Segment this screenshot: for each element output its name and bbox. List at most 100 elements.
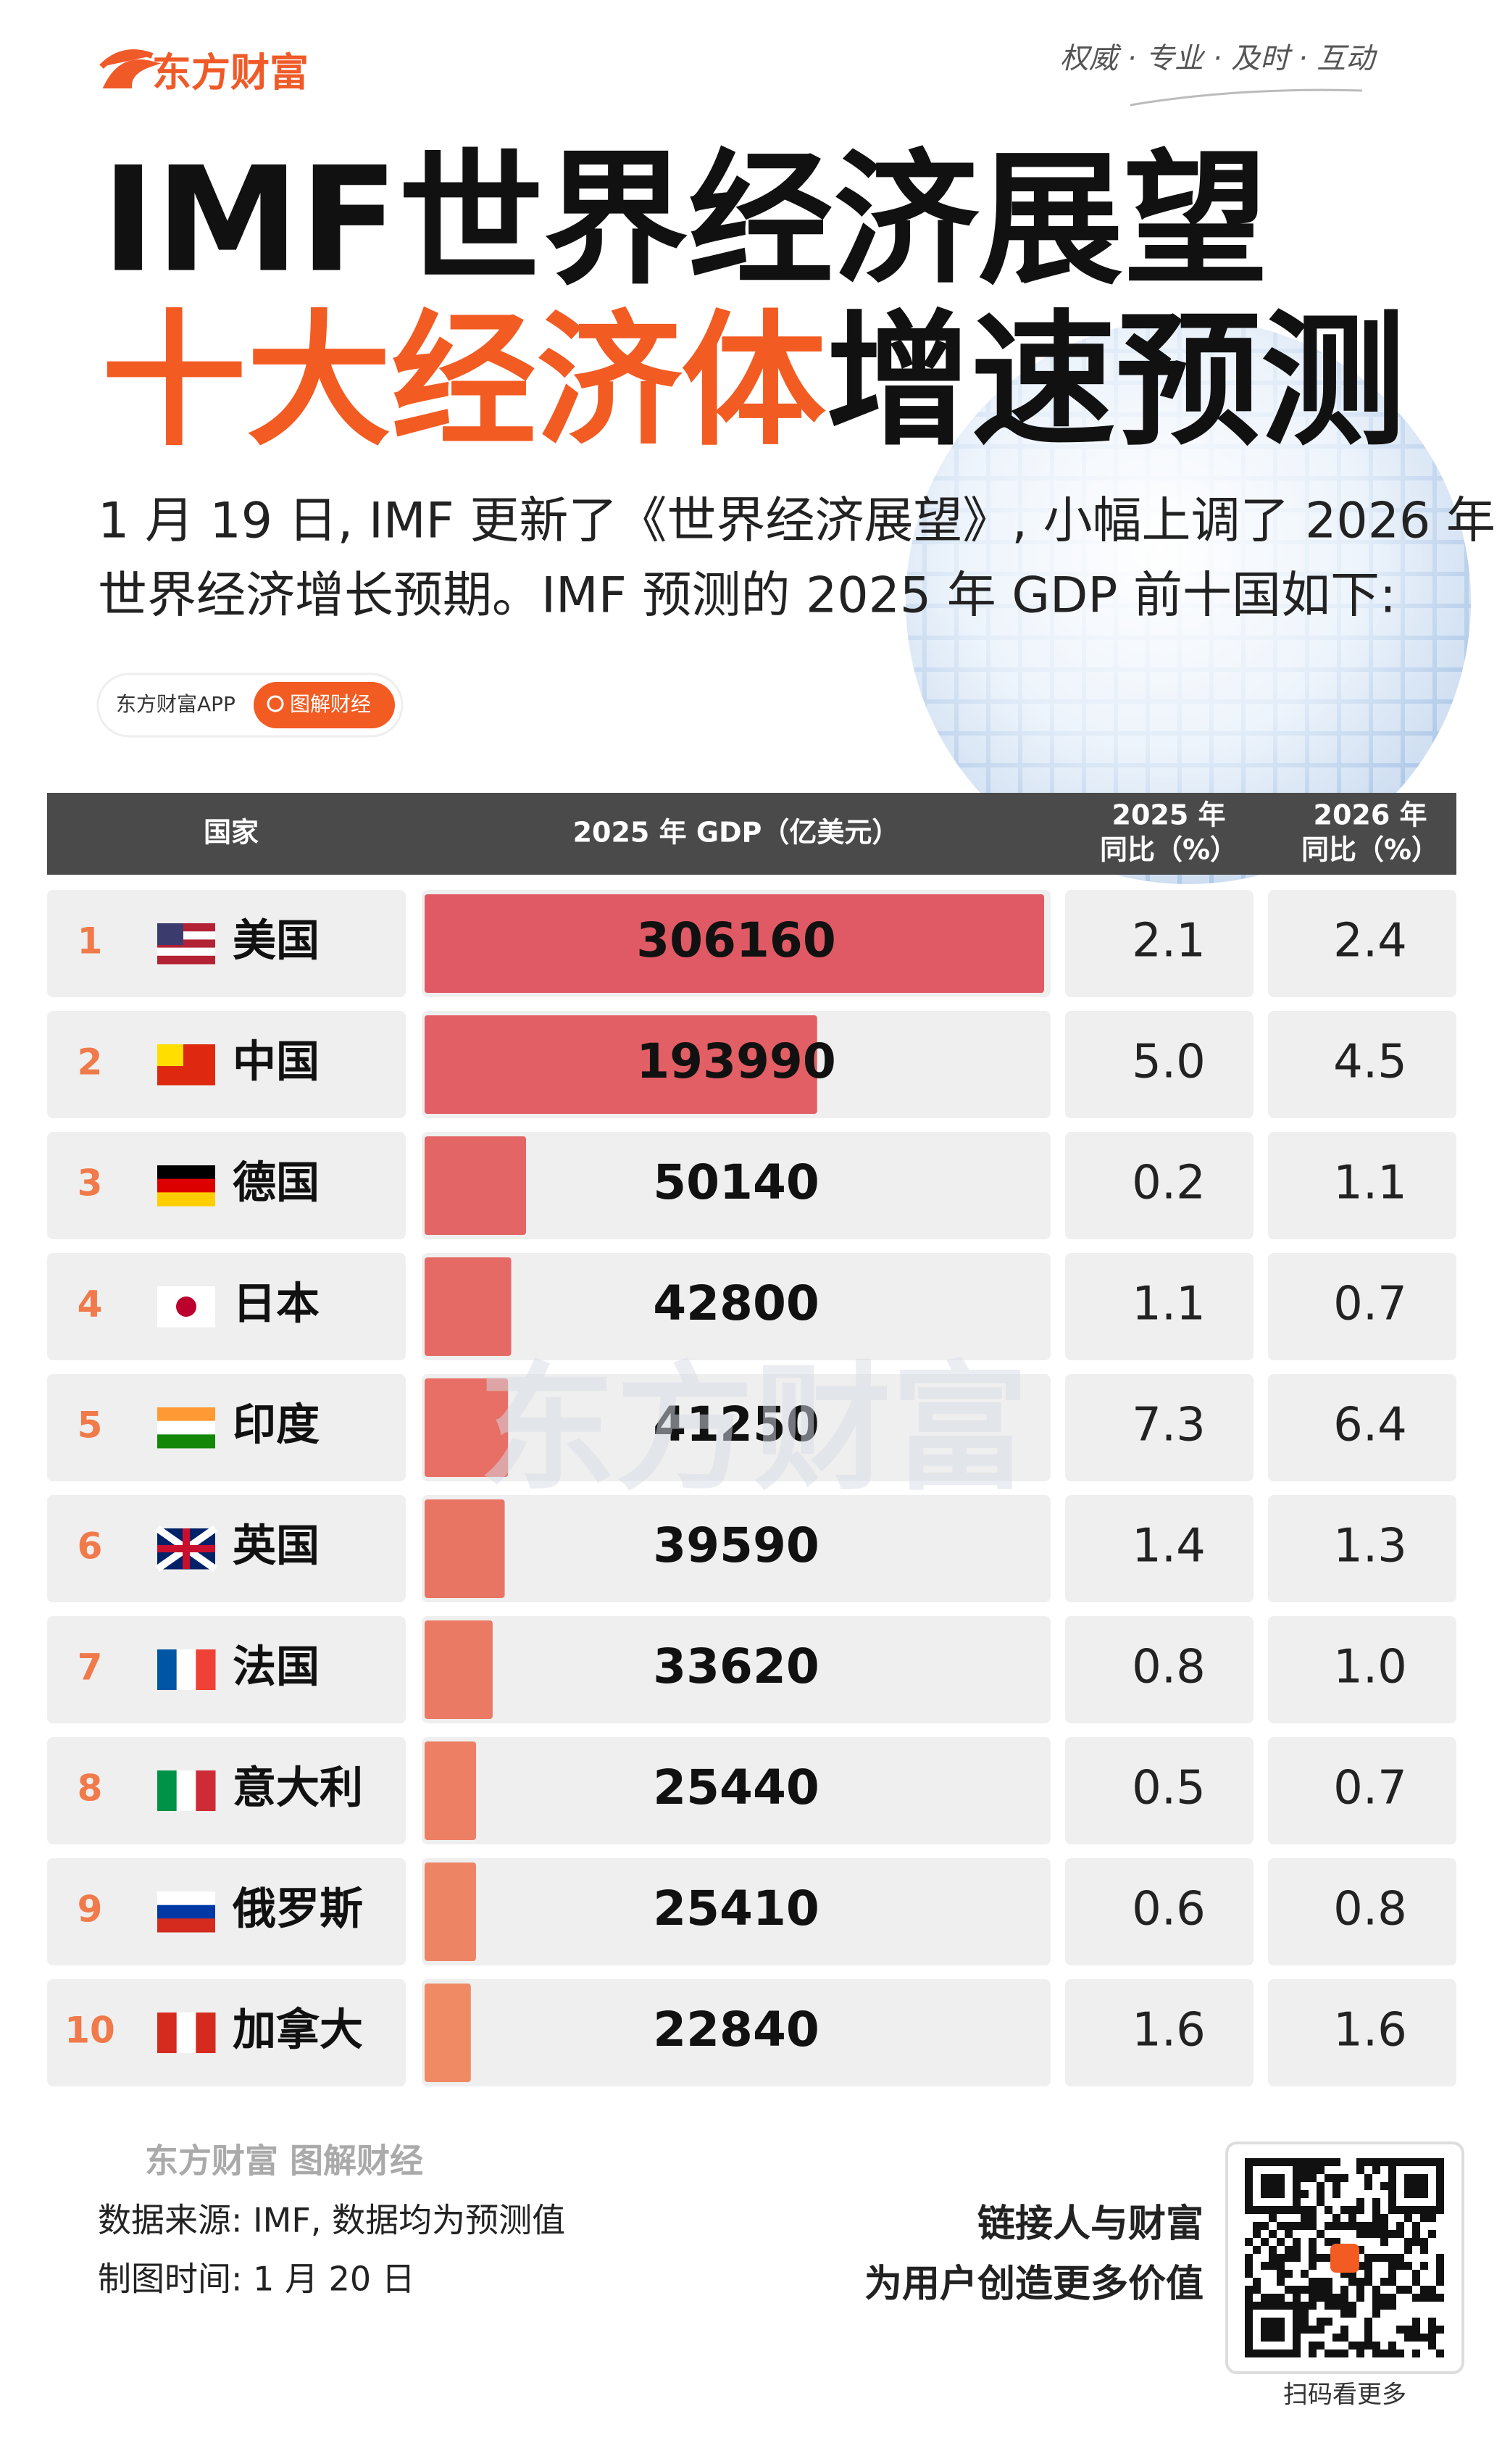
qr-module: [1245, 2286, 1253, 2294]
flag-stripe: [176, 1649, 196, 1690]
growth-2026: 1.3: [1333, 1520, 1407, 1573]
qr-module: [1372, 2254, 1380, 2262]
flag-disc: [176, 1296, 196, 1317]
gdp-value: 42800: [653, 1275, 819, 1331]
qr-module: [1277, 2254, 1285, 2262]
growth-cell: [1065, 1011, 1254, 1118]
growth-cell: [1268, 1253, 1456, 1360]
qr-module: [1372, 2214, 1380, 2222]
qr-module: [1309, 2246, 1317, 2254]
rank: 9: [78, 1889, 103, 1931]
table-rows: 1 美国 306160 2.1 2.4 2 中国 193990 5.0 4.5 3 德国 50140 0.…: [47, 890, 1456, 2086]
qr-module: [1372, 2302, 1380, 2310]
qr-module: [1436, 2174, 1444, 2182]
qr-module: [1277, 2238, 1285, 2246]
qr-module: [1412, 2294, 1420, 2302]
qr-module: [1301, 2174, 1309, 2182]
qr-module: [1340, 2222, 1348, 2230]
qr-module: [1372, 2222, 1380, 2230]
rank: 10: [64, 2010, 115, 2052]
qr-module: [1396, 2262, 1404, 2270]
qr-module: [1428, 2214, 1436, 2222]
qr-module: [1293, 2310, 1301, 2318]
qr-module: [1388, 2158, 1396, 2166]
qr-module: [1388, 2166, 1396, 2174]
flag-stripe: [157, 1918, 215, 1933]
qr-module: [1364, 2158, 1372, 2166]
rank-cell: [47, 1737, 406, 1844]
search-tag[interactable]: 图解财经: [290, 692, 371, 716]
qr-module: [1253, 2230, 1261, 2238]
country: 德国: [233, 1158, 320, 1209]
rank-cell: [47, 1616, 406, 1723]
qr-module: [1364, 2254, 1372, 2262]
qr-module: [1396, 2206, 1404, 2214]
qr-module: [1245, 2262, 1253, 2270]
qr-code[interactable]: [1245, 2158, 1444, 2357]
table-row: 3 德国 50140 0.2 1.1: [47, 1132, 1456, 1239]
qr-module: [1420, 2334, 1428, 2342]
growth-cell: [1268, 1132, 1456, 1239]
qr-module: [1293, 2246, 1301, 2254]
gdp-bar: [425, 1741, 477, 1840]
qr-module: [1412, 2158, 1420, 2166]
qr-module: [1412, 2318, 1420, 2326]
gdp-value: 306160: [636, 912, 836, 968]
qr-module: [1404, 2334, 1412, 2342]
qr-module: [1372, 2342, 1380, 2349]
gdp-cell: [422, 1253, 1051, 1360]
title-line1: IMF世界经济展望: [101, 136, 1268, 305]
qr-module: [1364, 2182, 1372, 2190]
qr-module: [1372, 2286, 1380, 2294]
qr-module: [1317, 2182, 1325, 2190]
title-line2: 十大经济体增速预测: [101, 297, 1406, 466]
growth-cell: [1065, 1979, 1254, 2086]
qr-module: [1412, 2278, 1420, 2286]
rank-cell: [47, 1374, 406, 1481]
qr-module: [1356, 2286, 1364, 2294]
qr-module: [1325, 2318, 1332, 2326]
qr-module: [1245, 2270, 1253, 2278]
qr-module: [1293, 2190, 1301, 2198]
slogan: 权威 · 专业 · 及时 · 互动: [1060, 42, 1377, 75]
qr-module: [1380, 2294, 1388, 2302]
growth-cell: [1065, 1737, 1254, 1844]
qr-module: [1356, 2198, 1364, 2206]
qr-module: [1380, 2158, 1388, 2166]
growth-2025: 0.2: [1132, 1157, 1206, 1210]
qr-module: [1412, 2334, 1420, 2342]
qr-module: [1332, 2174, 1340, 2182]
qr-module: [1285, 2206, 1293, 2214]
qr-module: [1309, 2342, 1317, 2349]
qr-module: [1332, 2190, 1340, 2198]
qr-module: [1340, 2302, 1348, 2310]
flag-stripe: [196, 2013, 216, 2053]
growth-cell: [1065, 1253, 1254, 1360]
qr-module: [1269, 2230, 1277, 2238]
rank-cell: [47, 1253, 406, 1360]
growth-2026: 0.7: [1333, 1278, 1407, 1331]
qr-module: [1412, 2326, 1420, 2334]
flag-stripe: [157, 1192, 215, 1207]
flag-stripe: [157, 931, 215, 940]
qr-module: [1293, 2206, 1301, 2214]
qr-module: [1388, 2270, 1396, 2278]
qr-module: [1340, 2174, 1348, 2182]
qr-module: [1285, 2246, 1293, 2254]
qr-module: [1412, 2230, 1420, 2238]
growth-cell: [1065, 1495, 1254, 1602]
app-tag: 东方财富APP: [116, 692, 235, 716]
qr-module: [1332, 2214, 1340, 2222]
growth-2025: 0.6: [1132, 1883, 1206, 1936]
qr-module: [1245, 2254, 1253, 2262]
qr-module: [1269, 2294, 1277, 2302]
flag-stripe: [157, 939, 215, 949]
qr-module: [1301, 2222, 1309, 2230]
country: 意大利: [233, 1763, 363, 1814]
search-tag-pill[interactable]: [254, 682, 395, 728]
qr-module: [1332, 2349, 1340, 2357]
qr-module: [1436, 2166, 1444, 2174]
growth-cell: [1268, 1858, 1456, 1965]
qr-module: [1245, 2206, 1253, 2214]
qr-module: [1428, 2286, 1436, 2294]
